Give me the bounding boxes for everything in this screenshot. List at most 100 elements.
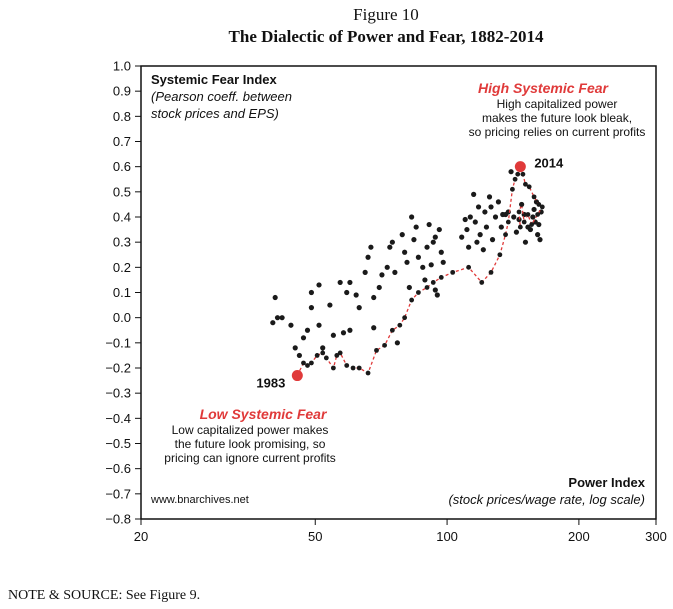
- x-tick-label: 20: [134, 529, 148, 544]
- scatter-point: [438, 249, 444, 255]
- y-tick-label: −0.7: [105, 486, 131, 501]
- y-tick-label: 1.0: [113, 59, 131, 74]
- y-tick-label: −0.6: [105, 461, 131, 476]
- trajectory-point: [374, 347, 379, 353]
- scatter-point: [308, 289, 315, 296]
- scatter-point: [464, 226, 470, 233]
- scatter-point: [466, 244, 472, 250]
- scatter-point: [371, 294, 377, 301]
- scatter-point: [537, 237, 543, 243]
- scatter-point: [432, 287, 438, 293]
- scatter-point: [406, 284, 412, 291]
- trajectory-point: [309, 360, 314, 366]
- trajectory-point: [512, 176, 518, 182]
- y-axis-sublabel-line2: stock prices and EPS): [151, 106, 279, 121]
- y-tick-label: 0.6: [113, 159, 131, 174]
- trajectory-point: [430, 280, 436, 285]
- trajectory-point: [521, 219, 527, 225]
- scatter-point: [296, 352, 302, 359]
- trajectory-point: [497, 252, 503, 258]
- scatter-point: [340, 330, 347, 336]
- scatter-point: [292, 345, 298, 351]
- y-tick-label: −0.4: [105, 411, 131, 426]
- trajectory-point: [337, 350, 343, 356]
- trajectory-point: [450, 269, 456, 275]
- scatter-point: [272, 294, 278, 301]
- scatter-point: [316, 282, 322, 288]
- scatter-point: [392, 269, 398, 275]
- scatter-point: [347, 327, 353, 333]
- y-tick-label: −0.3: [105, 386, 131, 401]
- scatter-point: [432, 234, 438, 240]
- trajectory-path: [294, 164, 545, 378]
- x-axis-sublabel: (stock prices/wage rate, log scale): [448, 492, 645, 507]
- trajectory-point: [356, 365, 362, 371]
- low-fear-line-1: Low capitalized power makes: [172, 423, 329, 437]
- trajectory-point: [517, 224, 523, 230]
- scatter-point: [522, 239, 529, 245]
- scatter-point: [436, 226, 442, 233]
- trajectory-point: [536, 202, 542, 207]
- scatter-point: [337, 279, 343, 286]
- trajectory-point: [382, 342, 387, 348]
- scatter-point: [365, 254, 371, 260]
- trajectory-point: [466, 264, 472, 270]
- scatter-point: [274, 315, 281, 321]
- scatter-point: [434, 292, 440, 298]
- high-fear-line-3: so pricing relies on current profits: [469, 125, 646, 139]
- y-tick-label: −0.8: [105, 512, 131, 527]
- trajectory-point: [526, 184, 532, 190]
- y-tick-label: −0.1: [105, 335, 131, 350]
- y-tick-label: 0.0: [113, 310, 131, 325]
- scatter-point: [279, 315, 285, 321]
- trajectory-point: [539, 204, 545, 210]
- scatter-point: [376, 284, 382, 291]
- trajectory-point: [350, 365, 356, 371]
- y-tick-label: 0.1: [113, 285, 131, 300]
- scatter-point: [413, 224, 419, 230]
- trajectory-point: [488, 269, 494, 275]
- scatter-point: [330, 332, 336, 338]
- trajectory-point: [525, 212, 531, 217]
- trajectory-point: [479, 280, 485, 285]
- scatter-point: [387, 244, 393, 250]
- scatter-point: [402, 249, 408, 255]
- scatter-point: [428, 262, 434, 268]
- scatter-point: [409, 214, 415, 220]
- scatter-point: [304, 327, 311, 333]
- scatter-point: [488, 204, 494, 210]
- scatter-point: [404, 259, 410, 265]
- scatter-point: [384, 264, 390, 270]
- trajectory-point: [531, 194, 537, 200]
- scatter-point: [422, 277, 428, 283]
- highlight-point-2014: [514, 161, 526, 173]
- scatter-point: [300, 335, 307, 341]
- trajectory-point: [323, 355, 329, 361]
- trajectory-point: [344, 363, 350, 368]
- low-fear-title: Low Systemic Fear: [200, 406, 328, 422]
- y-tick-label: 0.7: [113, 134, 131, 149]
- scatter-point: [430, 239, 436, 245]
- scatter-point: [486, 194, 493, 200]
- scatter-point: [308, 305, 315, 311]
- scatter-point: [356, 305, 362, 311]
- source-url: www.bnarchives.net: [150, 494, 249, 506]
- y-axis: 1.0 0.9 0.8 0.7 0.6 0.5 0.4 0.3 0.2 0.1 0.0 −0.1 −0.…: [105, 59, 141, 527]
- scatter-point: [420, 264, 426, 270]
- scatter-point: [508, 169, 514, 175]
- trajectory-point: [520, 171, 526, 177]
- y-tick-label: 0.2: [113, 260, 131, 275]
- trajectory-point: [505, 219, 511, 225]
- scatter-point: [371, 325, 377, 331]
- scatter-point: [415, 254, 421, 260]
- highlight-points: 1983 2014: [256, 156, 564, 391]
- y-axis-label: Systemic Fear Index: [151, 72, 277, 87]
- y-tick-label: 0.8: [113, 109, 131, 124]
- trajectory-point: [438, 275, 444, 280]
- scatter-point: [344, 289, 350, 296]
- trajectory-point: [529, 222, 535, 227]
- scatter-point: [513, 229, 520, 235]
- x-tick-label: 100: [436, 529, 458, 544]
- trajectory-point: [503, 232, 508, 238]
- y-tick-label: 0.5: [113, 184, 131, 199]
